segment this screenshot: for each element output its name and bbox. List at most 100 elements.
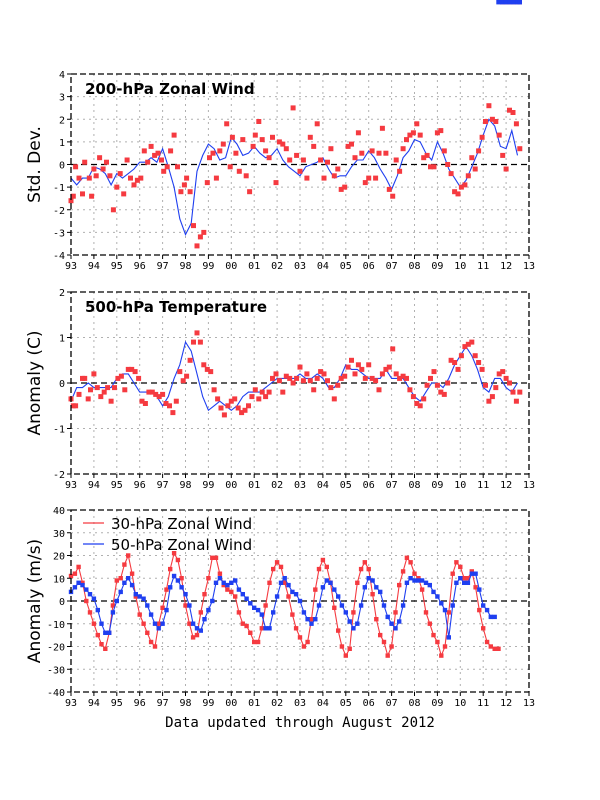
data-point-monthly xyxy=(191,339,196,345)
data-point-30-hpa-zonal-wind xyxy=(278,564,284,570)
data-point-monthly xyxy=(404,375,409,381)
data-point-50-hpa-zonal-wind xyxy=(236,587,242,592)
series-line-30-hpa-zonal-wind xyxy=(70,551,499,658)
data-point-30-hpa-zonal-wind xyxy=(282,580,287,585)
data-point-30-hpa-zonal-wind xyxy=(397,582,402,588)
data-point-50-hpa-zonal-wind xyxy=(84,587,89,592)
data-point-monthly xyxy=(452,189,458,195)
data-point-monthly xyxy=(397,375,403,381)
data-point-monthly xyxy=(163,401,169,406)
data-point-30-hpa-zonal-wind xyxy=(179,576,184,581)
data-point-50-hpa-zonal-wind xyxy=(107,630,112,635)
data-point-monthly xyxy=(321,175,327,181)
data-point-monthly xyxy=(207,155,212,161)
x-tick-label: 10 xyxy=(454,261,466,272)
data-point-50-hpa-zonal-wind xyxy=(297,598,303,604)
data-point-30-hpa-zonal-wind xyxy=(336,628,341,633)
x-tick-label: 96 xyxy=(134,480,146,491)
data-point-monthly xyxy=(266,155,272,161)
data-point-monthly xyxy=(359,366,365,372)
data-point-monthly xyxy=(493,119,499,124)
data-point-30-hpa-zonal-wind xyxy=(286,594,291,599)
data-point-50-hpa-zonal-wind xyxy=(187,603,192,608)
data-point-50-hpa-zonal-wind xyxy=(87,592,93,597)
data-point-monthly xyxy=(328,385,334,391)
x-tick-label: 96 xyxy=(134,261,146,272)
data-point-monthly xyxy=(136,375,142,381)
data-point-30-hpa-zonal-wind xyxy=(454,560,459,565)
x-tick-label: 01 xyxy=(248,698,260,709)
panel-200hpa-zonal-wind: 93 94 95 96 97 98 99 00 01 02 03 04 05 06 07 08 09 10 11 12… xyxy=(25,70,535,272)
data-point-monthly xyxy=(331,396,337,402)
legend: 30-hPa Zonal Wind 50-hPa Zonal Wind xyxy=(83,515,252,554)
data-point-30-hpa-zonal-wind xyxy=(103,646,108,651)
data-point-monthly xyxy=(242,407,248,413)
data-point-30-hpa-zonal-wind xyxy=(320,557,326,563)
data-point-monthly xyxy=(132,369,138,375)
data-point-monthly xyxy=(338,186,344,192)
data-point-monthly xyxy=(300,378,306,384)
data-point-monthly xyxy=(376,387,382,393)
data-point-monthly xyxy=(164,164,170,170)
data-point-monthly xyxy=(184,373,190,379)
data-point-50-hpa-zonal-wind xyxy=(293,592,299,597)
data-point-monthly xyxy=(201,362,207,368)
data-point-monthly xyxy=(252,387,258,393)
x-tick-label: 03 xyxy=(294,480,306,491)
y-tick-label: -10 xyxy=(47,620,65,631)
y-tick-labels: -2 -1 0 1 2 xyxy=(53,288,71,481)
data-point-50-hpa-zonal-wind xyxy=(442,607,448,613)
data-point-monthly xyxy=(70,193,76,199)
data-point-30-hpa-zonal-wind xyxy=(339,644,345,649)
data-point-30-hpa-zonal-wind xyxy=(481,626,486,631)
data-point-monthly xyxy=(393,371,399,377)
data-point-monthly xyxy=(194,330,200,336)
data-point-monthly xyxy=(139,398,145,404)
x-tick-label: 95 xyxy=(111,261,123,272)
x-tick-label: 07 xyxy=(386,261,398,272)
data-point-50-hpa-zonal-wind xyxy=(72,585,78,590)
data-point-30-hpa-zonal-wind xyxy=(183,603,188,608)
data-point-monthly xyxy=(417,132,423,138)
data-point-30-hpa-zonal-wind xyxy=(492,646,497,651)
data-point-30-hpa-zonal-wind xyxy=(358,566,364,572)
data-point-monthly xyxy=(517,389,523,395)
x-tick-label: 96 xyxy=(134,698,146,709)
x-tick-label: 97 xyxy=(157,261,169,272)
data-point-monthly xyxy=(155,150,161,156)
data-point-monthly xyxy=(469,339,475,345)
data-point-monthly xyxy=(314,375,320,381)
data-point-30-hpa-zonal-wind xyxy=(351,610,356,615)
data-point-30-hpa-zonal-wind xyxy=(99,642,104,647)
data-point-monthly xyxy=(256,396,262,402)
data-point-30-hpa-zonal-wind xyxy=(465,576,471,581)
data-point-monthly xyxy=(82,159,88,165)
data-point-monthly xyxy=(197,339,203,345)
data-point-50-hpa-zonal-wind xyxy=(202,617,207,622)
data-point-monthly xyxy=(115,375,121,381)
data-point-monthly xyxy=(161,168,167,174)
data-point-50-hpa-zonal-wind xyxy=(397,619,402,624)
x-tick-label: 00 xyxy=(225,480,237,491)
data-point-50-hpa-zonal-wind xyxy=(488,614,493,620)
data-point-monthly xyxy=(208,369,214,375)
data-point-50-hpa-zonal-wind xyxy=(126,576,131,581)
data-point-30-hpa-zonal-wind xyxy=(229,589,234,595)
x-tick-label: 07 xyxy=(386,480,398,491)
data-point-30-hpa-zonal-wind xyxy=(76,564,81,570)
data-point-monthly xyxy=(383,366,389,372)
data-point-monthly xyxy=(410,130,416,136)
data-point-30-hpa-zonal-wind xyxy=(118,576,123,581)
data-point-50-hpa-zonal-wind xyxy=(324,578,329,583)
data-point-monthly xyxy=(153,391,159,397)
data-point-50-hpa-zonal-wind xyxy=(309,621,314,626)
data-point-monthly xyxy=(218,405,224,411)
x-tick-label: 01 xyxy=(248,261,260,272)
data-point-monthly xyxy=(349,357,354,363)
data-point-monthly xyxy=(110,207,116,213)
data-point-monthly xyxy=(118,373,124,379)
data-point-30-hpa-zonal-wind xyxy=(233,594,238,599)
data-point-monthly xyxy=(211,387,217,393)
x-tick-label: 04 xyxy=(317,261,329,272)
